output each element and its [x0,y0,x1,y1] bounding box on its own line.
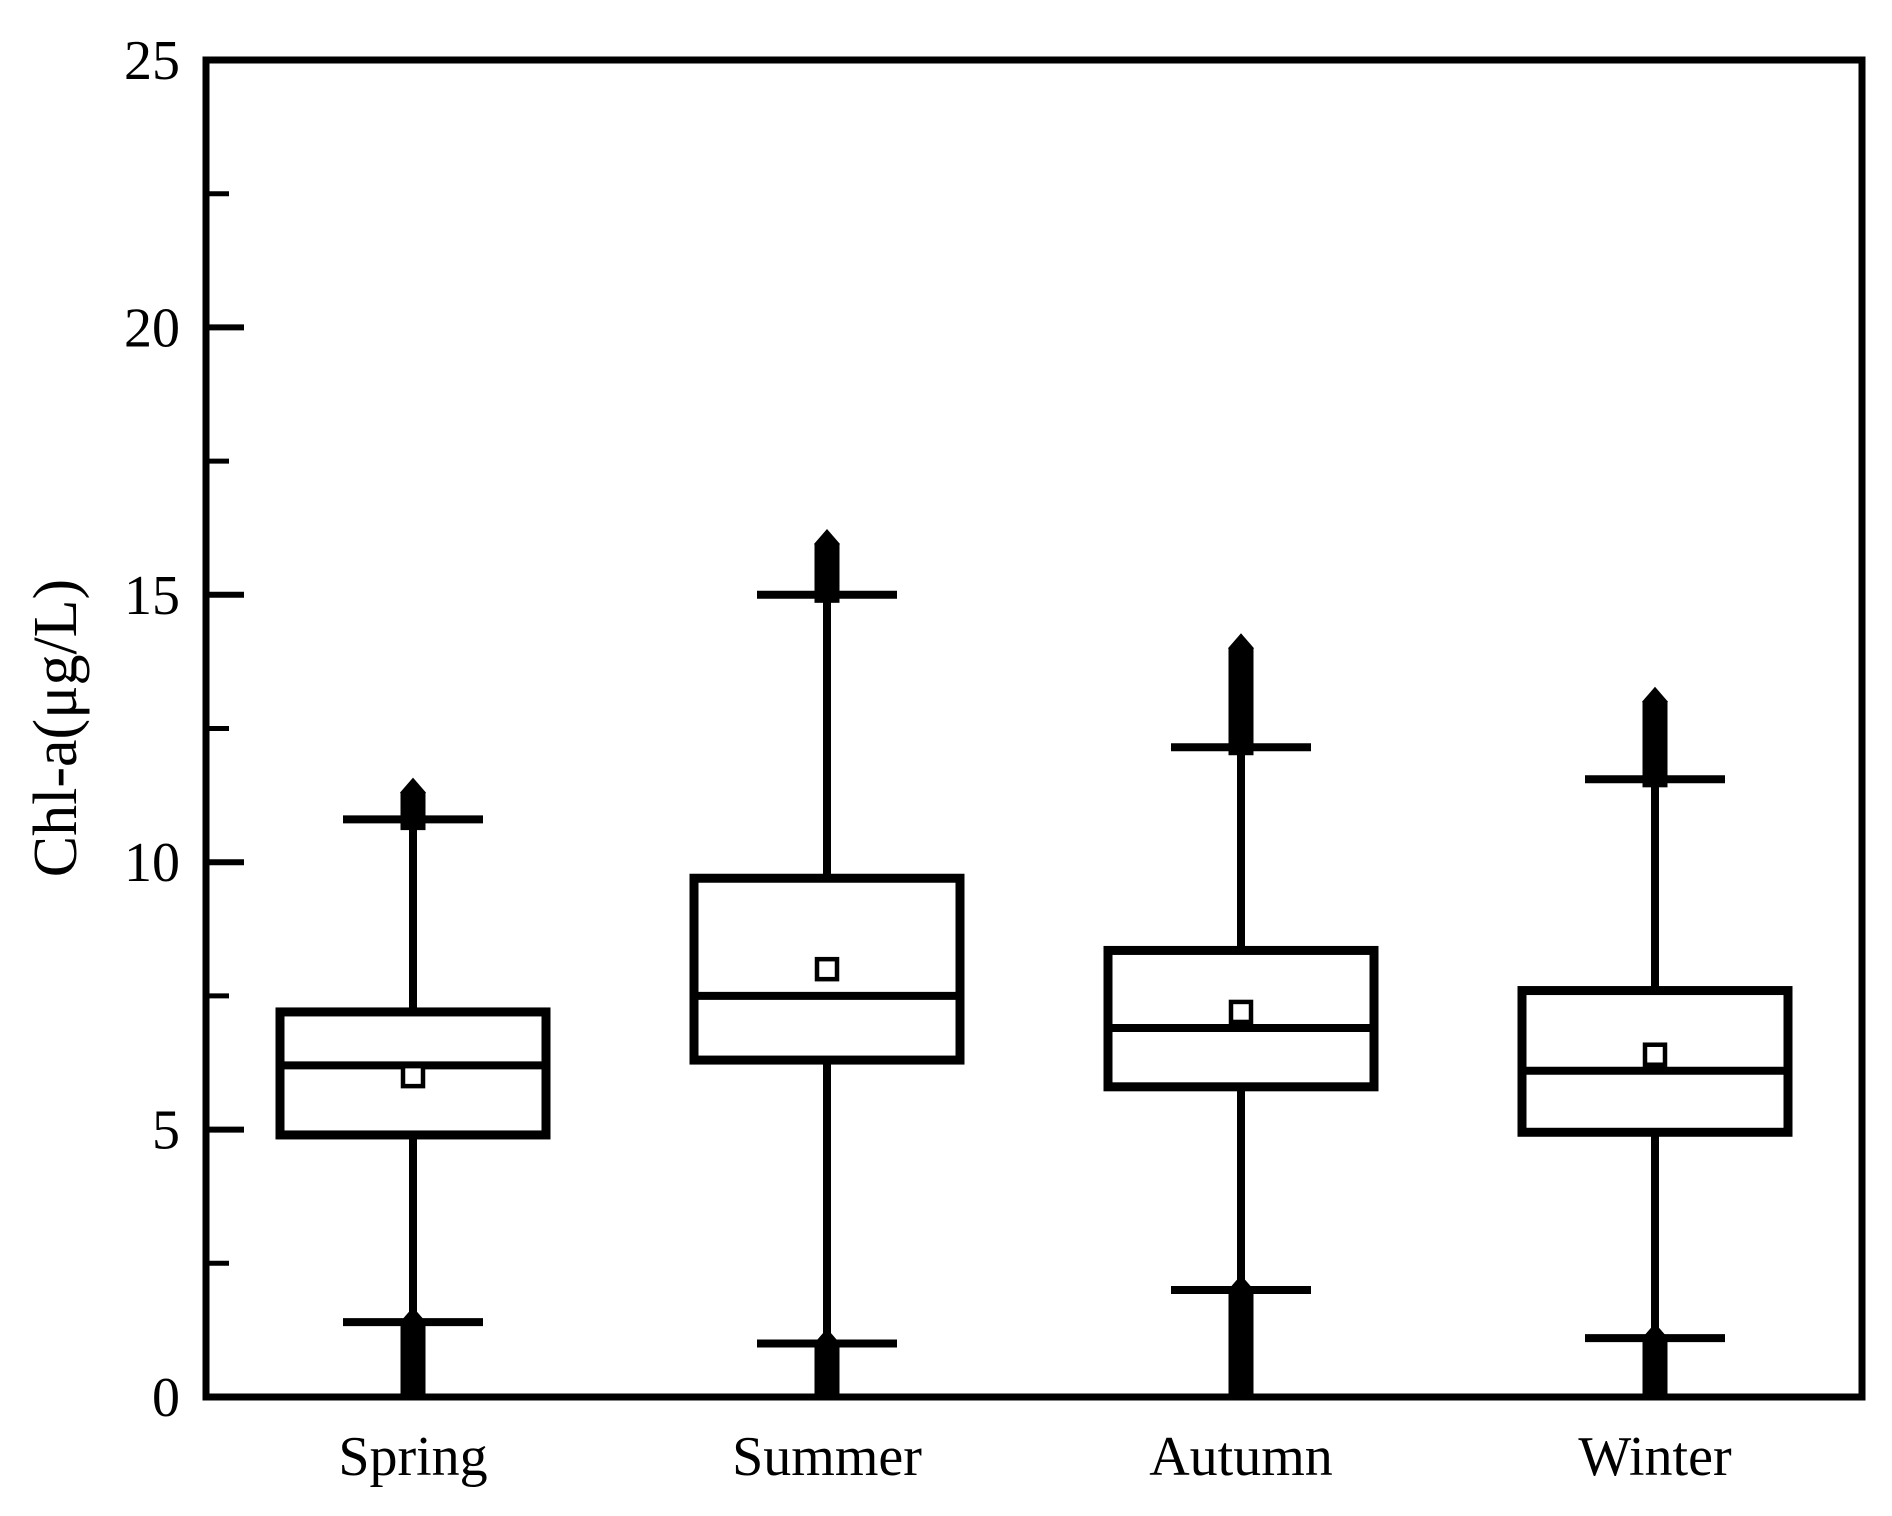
mean-marker-Autumn [1228,999,1254,1025]
outlier-diamond-low-Winter [1642,1323,1668,1354]
mean-marker-Summer [814,956,840,982]
x-category-label-Autumn: Autumn [1149,1426,1333,1488]
plot-area: 0 5 10 15 20 25 Spring Summer Autumn Winter [124,30,1866,1488]
outlier-diamond-low-Summer [814,1328,840,1359]
y-tick-label-5: 5 [152,1100,180,1162]
box-Autumn [1103,945,1379,1092]
outlier-diamond-high-Winter [1642,686,1668,717]
outlier-diamond-high-Summer [814,528,840,559]
outlier-diamond-low-Spring [400,1307,426,1338]
x-category-label-Winter: Winter [1578,1426,1732,1488]
outlier-diamond-high-Autumn [1228,633,1254,664]
x-category-label-Spring: Spring [338,1426,487,1488]
y-axis-title: Chl-a(μg/L) [22,579,90,877]
x-category-label-Summer: Summer [732,1426,922,1488]
y-tick-label-20: 20 [124,297,180,359]
y-tick-label-10: 10 [124,832,180,894]
outlier-diamond-high-Spring [400,777,426,808]
outlier-cluster-low-Autumn [1228,1290,1254,1397]
box-Summer [689,873,965,1065]
outlier-cluster-high-Autumn [1228,648,1254,756]
mean-marker-Winter [1642,1042,1668,1067]
y-tick-label-15: 15 [124,565,180,627]
y-tick-label-25: 25 [124,30,180,92]
y-tick-label-0: 0 [152,1367,180,1429]
mean-marker-Spring [400,1063,426,1089]
outlier-diamond-low-Autumn [1228,1275,1254,1306]
plot-frame [202,56,1866,1401]
